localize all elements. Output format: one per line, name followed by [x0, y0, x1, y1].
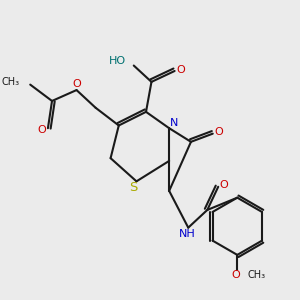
Text: HO: HO	[109, 56, 126, 67]
Text: O: O	[232, 269, 240, 280]
Text: O: O	[176, 64, 185, 75]
Text: NH: NH	[179, 229, 196, 238]
Text: O: O	[214, 127, 223, 137]
Text: O: O	[220, 180, 229, 190]
Text: S: S	[129, 181, 137, 194]
Text: O: O	[38, 124, 46, 135]
Text: CH₃: CH₃	[248, 269, 266, 280]
Text: CH₃: CH₃	[1, 77, 19, 87]
Text: O: O	[72, 79, 81, 89]
Text: N: N	[170, 118, 178, 128]
